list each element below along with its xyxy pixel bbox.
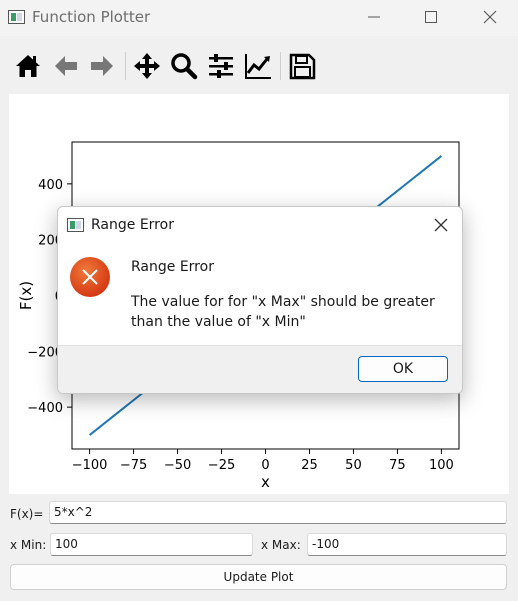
error-cross-icon	[82, 269, 98, 285]
close-button[interactable]	[467, 0, 513, 34]
toolbar-separator	[280, 52, 281, 80]
pan-move-icon	[134, 53, 160, 79]
y-tick-label: −200	[27, 345, 63, 360]
maximize-button[interactable]	[408, 0, 454, 34]
function-label: F(x)=	[10, 507, 44, 521]
x-tick-label: −50	[164, 458, 191, 473]
x-tick-label: 50	[345, 458, 362, 473]
maximize-icon	[425, 11, 437, 23]
axes-edit-icon	[245, 54, 271, 79]
x-tick-label: 100	[429, 458, 454, 473]
subplots-button[interactable]	[205, 50, 237, 82]
dialog-close-icon[interactable]	[432, 216, 450, 234]
minimize-icon	[368, 16, 380, 18]
save-floppy-icon	[289, 53, 316, 80]
xmin-label: x Min:	[10, 538, 47, 552]
xmax-label: x Max:	[261, 538, 301, 552]
forward-button[interactable]	[86, 50, 118, 82]
x-tick-label: 75	[389, 458, 406, 473]
x-tick-label: 25	[301, 458, 318, 473]
ok-button[interactable]: OK	[358, 356, 448, 382]
home-icon	[16, 55, 40, 77]
update-plot-button[interactable]: Update Plot	[10, 564, 507, 590]
x-tick-label: −75	[120, 458, 147, 473]
dialog-title: Range Error	[91, 217, 174, 233]
axes-edit-button[interactable]	[242, 50, 274, 82]
toolbar-separator	[125, 52, 126, 80]
y-tick-label: 200	[38, 234, 63, 249]
range-error-dialog: Range Error Range Error The value for fo…	[57, 206, 463, 394]
xmin-input[interactable]: 100	[50, 533, 253, 556]
zoom-magnifier-icon	[171, 53, 198, 80]
function-input[interactable]: 5*x^2	[49, 501, 507, 524]
x-tick-label: −100	[72, 458, 108, 473]
pan-button[interactable]	[131, 50, 163, 82]
y-axis-label: F(x)	[17, 281, 35, 310]
title-bar: Function Plotter	[0, 0, 518, 36]
x-axis-label: x	[261, 473, 270, 491]
close-icon	[483, 10, 497, 24]
dialog-footer: OK	[58, 345, 462, 393]
minimize-button[interactable]	[351, 0, 397, 34]
back-button[interactable]	[50, 50, 82, 82]
save-button[interactable]	[286, 50, 318, 82]
y-tick-label: 400	[38, 178, 63, 193]
subplots-sliders-icon	[209, 54, 233, 78]
xmax-input[interactable]: -100	[307, 533, 507, 556]
error-icon	[70, 257, 110, 297]
forward-arrow-icon	[91, 56, 113, 76]
dialog-heading: Range Error	[131, 259, 214, 275]
y-tick-label: −400	[27, 401, 63, 416]
home-button[interactable]	[12, 50, 44, 82]
plot-toolbar	[0, 36, 518, 94]
dialog-message: The value for for "x Max" should be grea…	[131, 294, 435, 330]
back-arrow-icon	[55, 56, 77, 76]
app-icon	[8, 10, 25, 24]
zoom-button[interactable]	[168, 50, 200, 82]
app-icon	[67, 218, 84, 232]
window-title: Function Plotter	[32, 8, 151, 26]
x-tick-label: 0	[261, 458, 269, 473]
x-tick-label: −25	[208, 458, 235, 473]
